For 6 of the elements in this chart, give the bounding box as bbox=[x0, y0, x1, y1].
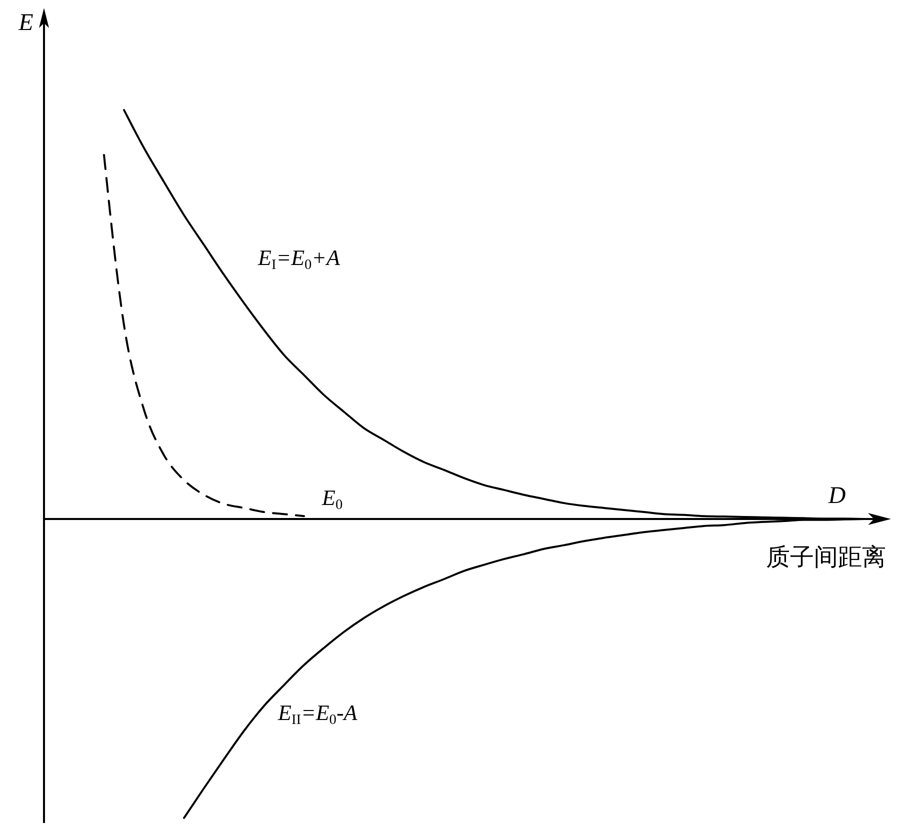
annotation: 质子间距离 bbox=[766, 543, 886, 571]
annotation: E$_{0}$ bbox=[321, 485, 343, 512]
y-axis-title: E bbox=[18, 10, 34, 36]
series-label: E$_{II}$=E$_{0}$-A bbox=[277, 700, 358, 728]
x-axis-title: D bbox=[827, 483, 846, 509]
series-label: E$_{I}$=E$_{0}$+A bbox=[257, 245, 341, 273]
